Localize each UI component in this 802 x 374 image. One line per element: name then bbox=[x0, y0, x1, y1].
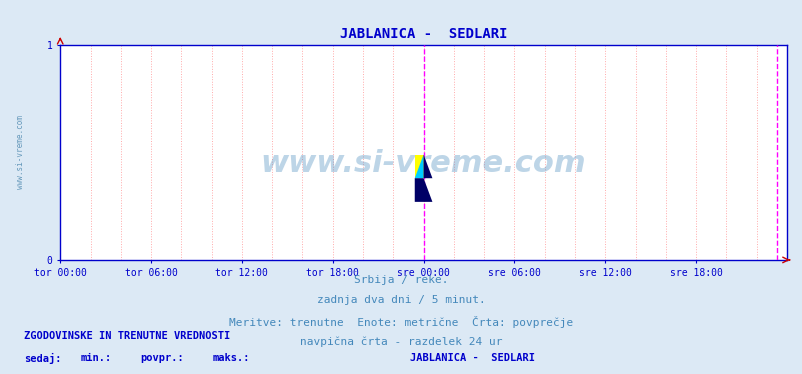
Polygon shape bbox=[423, 154, 431, 178]
Text: www.si-vreme.com: www.si-vreme.com bbox=[261, 148, 585, 178]
Title: JABLANICA -  SEDLARI: JABLANICA - SEDLARI bbox=[339, 27, 507, 41]
Polygon shape bbox=[415, 154, 423, 178]
Text: navpična črta - razdelek 24 ur: navpična črta - razdelek 24 ur bbox=[300, 337, 502, 347]
Text: min.:: min.: bbox=[80, 353, 111, 363]
Text: sedaj:: sedaj: bbox=[24, 353, 62, 364]
Text: JABLANICA -  SEDLARI: JABLANICA - SEDLARI bbox=[409, 353, 534, 363]
Text: maks.:: maks.: bbox=[213, 353, 250, 363]
Text: zadnja dva dni / 5 minut.: zadnja dva dni / 5 minut. bbox=[317, 295, 485, 306]
Polygon shape bbox=[415, 178, 431, 202]
Text: Meritve: trenutne  Enote: metrične  Črta: povprečje: Meritve: trenutne Enote: metrične Črta: … bbox=[229, 316, 573, 328]
Bar bbox=[415, 154, 423, 178]
Text: ZGODOVINSKE IN TRENUTNE VREDNOSTI: ZGODOVINSKE IN TRENUTNE VREDNOSTI bbox=[24, 331, 230, 341]
Text: www.si-vreme.com: www.si-vreme.com bbox=[16, 116, 25, 189]
Text: povpr.:: povpr.: bbox=[140, 353, 184, 363]
Text: Srbija / reke.: Srbija / reke. bbox=[354, 275, 448, 285]
